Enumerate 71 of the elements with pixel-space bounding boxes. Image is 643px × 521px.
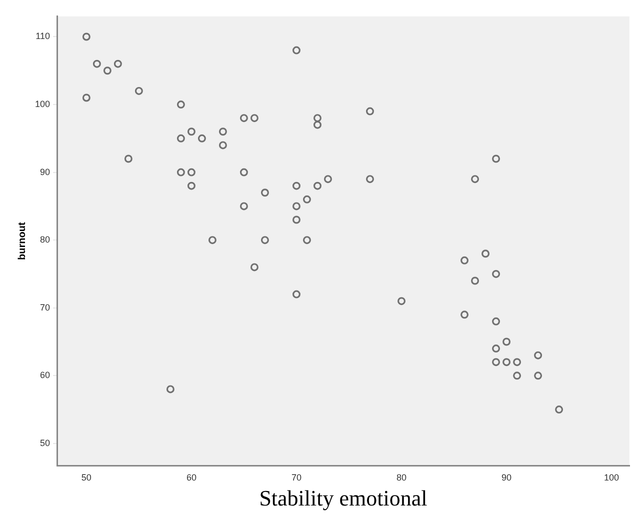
y-tick-label: 90 [40, 166, 50, 177]
point [366, 175, 374, 184]
y-tick-label: 110 [36, 31, 50, 42]
point [240, 168, 248, 176]
x-tick-label: 100 [604, 472, 620, 483]
point [176, 168, 185, 176]
point [260, 236, 269, 244]
y-tick-label: 70 [40, 302, 50, 312]
y-axis-title: burnout [16, 222, 28, 260]
point [313, 120, 322, 129]
point [82, 94, 90, 102]
point [176, 134, 185, 142]
point [397, 297, 406, 306]
point [176, 100, 185, 109]
point [302, 236, 311, 244]
point [513, 358, 522, 366]
point [513, 372, 522, 380]
x-tick-label: 80 [396, 472, 407, 483]
point [240, 202, 248, 210]
point [471, 175, 480, 184]
y-tick-label: 80 [40, 234, 50, 245]
point [460, 310, 469, 319]
point [260, 188, 269, 197]
point [292, 216, 300, 224]
x-axis-title: Stability emotional [259, 486, 428, 511]
point [134, 86, 143, 95]
point [313, 182, 322, 190]
point [482, 250, 490, 258]
point [114, 60, 122, 68]
point [502, 358, 511, 366]
point [250, 263, 258, 272]
point [492, 154, 500, 163]
point [124, 154, 132, 163]
point [250, 114, 258, 122]
y-tick-label: 60 [40, 370, 50, 380]
point [292, 290, 300, 298]
point [218, 141, 227, 150]
point [534, 351, 542, 360]
point [324, 175, 332, 184]
point [460, 256, 469, 264]
point [198, 134, 206, 142]
point [187, 168, 196, 176]
point [218, 128, 227, 136]
point [92, 60, 101, 68]
x-tick-label: 60 [186, 472, 196, 483]
point [492, 317, 500, 326]
x-tick-label: 70 [291, 472, 302, 483]
point [492, 344, 500, 353]
y-tick-label: 100 [34, 99, 50, 109]
point [471, 276, 480, 285]
point [208, 236, 216, 244]
point [166, 385, 174, 394]
y-tick-label: 50 [40, 438, 50, 448]
point [555, 406, 564, 414]
point [492, 358, 500, 366]
x-tick-label: 90 [502, 472, 512, 483]
point [187, 128, 196, 136]
point [292, 202, 300, 210]
point [292, 182, 300, 190]
point [492, 270, 500, 278]
point [187, 182, 196, 190]
x-tick-label: 50 [81, 472, 92, 483]
point [292, 46, 300, 54]
point [534, 372, 542, 380]
point [103, 66, 112, 75]
point [82, 32, 90, 41]
point [366, 107, 374, 116]
point [313, 114, 322, 122]
point [502, 338, 511, 346]
point [302, 195, 311, 204]
point [240, 114, 248, 122]
